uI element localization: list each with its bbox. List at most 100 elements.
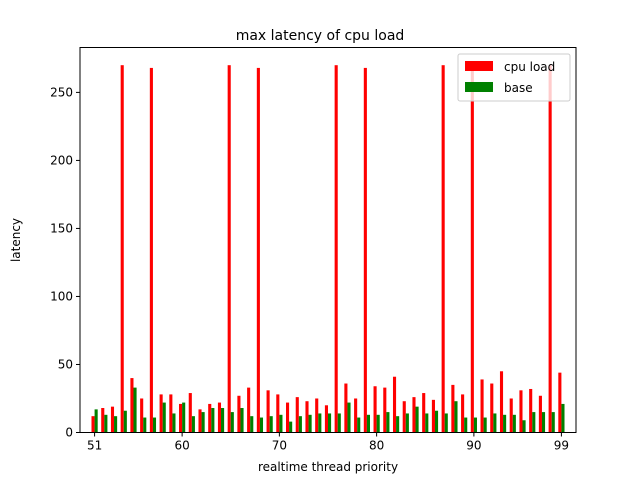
- x-tick-label: 60: [174, 439, 189, 453]
- bar-base-51: [94, 409, 98, 433]
- bar-cpu-load-57: [149, 67, 153, 433]
- bar-cpu-load-77: [344, 383, 348, 433]
- bar-base-94: [512, 414, 516, 433]
- bar-base-87: [444, 413, 448, 433]
- bar-base-95: [522, 420, 526, 433]
- bar-cpu-load-51: [91, 416, 95, 433]
- bar-cpu-load-94: [509, 398, 513, 433]
- bar-base-66: [240, 408, 244, 433]
- bar-base-88: [454, 401, 458, 433]
- bar-base-84: [415, 406, 419, 433]
- bar-base-74: [318, 413, 322, 433]
- bar-base-78: [357, 417, 361, 433]
- bar-base-93: [503, 414, 507, 433]
- x-axis-label: realtime thread priority: [258, 460, 398, 474]
- legend-label-base: base: [504, 81, 533, 95]
- legend: cpu load base: [457, 53, 571, 102]
- bar-cpu-load-72: [295, 397, 299, 433]
- bar-base-69: [269, 416, 273, 433]
- y-tick-label: 150: [50, 221, 73, 235]
- bar-cpu-load-55: [130, 378, 134, 433]
- x-tick-label: 70: [272, 439, 287, 453]
- bar-base-98: [551, 412, 555, 433]
- y-tick-label: 200: [50, 153, 73, 167]
- bar-cpu-load-90: [470, 67, 474, 433]
- bar-base-57: [152, 417, 157, 433]
- bar-base-72: [298, 416, 302, 433]
- bar-base-83: [405, 413, 409, 433]
- bar-cpu-load-79: [363, 67, 367, 433]
- bar-base-91: [483, 417, 487, 433]
- legend-label-cpu-load: cpu load: [504, 60, 555, 74]
- bar-base-86: [434, 410, 439, 433]
- bar-base-82: [396, 416, 400, 433]
- bar-cpu-load-87: [441, 65, 445, 433]
- bar-base-54: [123, 410, 127, 433]
- bar-cpu-load-71: [286, 402, 290, 433]
- bar-base-68: [259, 417, 264, 433]
- bar-cpu-load-53: [110, 406, 115, 433]
- x-tick-label: 51: [87, 439, 102, 453]
- bar-base-70: [279, 414, 283, 433]
- plot-area-frame: [79, 47, 577, 433]
- bar-base-96: [532, 412, 536, 433]
- bar-cpu-load-92: [490, 383, 494, 433]
- bar-base-58: [162, 402, 166, 433]
- y-tick-label: 250: [50, 85, 73, 99]
- y-tick-label: 0: [65, 426, 73, 440]
- x-tick-label: 80: [369, 439, 384, 453]
- x-tick-label: 99: [554, 439, 569, 453]
- bar-base-60: [182, 402, 186, 433]
- bar-cpu-load-65: [227, 65, 231, 433]
- bar-base-80: [376, 414, 380, 433]
- bar-cpu-load-74: [315, 398, 319, 433]
- bar-base-90: [473, 417, 477, 433]
- bar-base-71: [289, 421, 293, 433]
- bar-base-75: [328, 413, 332, 433]
- x-tick-label: 90: [466, 439, 481, 453]
- bar-cpu-load-88: [451, 384, 455, 433]
- y-tick-label: 100: [50, 289, 73, 303]
- bar-cpu-load-84: [412, 397, 416, 433]
- bar-cpu-load-98: [548, 65, 552, 433]
- bar-base-53: [114, 416, 118, 433]
- bar-base-56: [143, 417, 147, 433]
- bar-base-61: [191, 416, 195, 433]
- bar-base-79: [366, 414, 370, 433]
- bar-base-97: [541, 412, 546, 433]
- bar-cpu-load-93: [499, 371, 504, 433]
- bar-cpu-load-54: [120, 65, 124, 433]
- bar-cpu-load-96: [529, 388, 533, 433]
- bar-base-67: [250, 416, 254, 433]
- bar-cpu-load-56: [140, 398, 144, 433]
- bar-cpu-load-67: [247, 387, 251, 433]
- legend-swatch-base: [465, 82, 493, 92]
- bar-cpu-load-82: [392, 376, 397, 433]
- bar-cpu-load-58: [159, 394, 163, 433]
- bar-cpu-load-66: [237, 395, 241, 433]
- bar-cpu-load-91: [480, 379, 484, 433]
- bar-base-64: [221, 408, 225, 433]
- bar-base-85: [425, 413, 429, 433]
- bar-cpu-load-89: [461, 394, 465, 433]
- bar-cpu-load-85: [422, 393, 426, 433]
- bar-base-59: [172, 413, 176, 433]
- bar-base-63: [211, 408, 215, 433]
- bar-base-52: [104, 414, 108, 433]
- chart-title: max latency of cpu load: [236, 28, 405, 44]
- bar-base-76: [337, 413, 341, 433]
- bar-cpu-load-97: [538, 395, 542, 433]
- x-axis-ticks: 51 60 70 80 90 99: [87, 432, 569, 453]
- bar-base-77: [347, 402, 351, 433]
- y-axis-ticks: 0 50 100 150 200 250: [50, 85, 80, 440]
- legend-swatch-cpu-load: [465, 61, 493, 71]
- bar-cpu-load-60: [179, 403, 183, 433]
- bar-cpu-load-81: [383, 387, 387, 433]
- bar-base-81: [386, 412, 390, 433]
- bar-cpu-load-64: [217, 402, 222, 433]
- bar-base-89: [464, 417, 468, 433]
- bar-cpu-load-62: [198, 409, 202, 433]
- bar-cpu-load-70: [276, 394, 280, 433]
- bar-cpu-load-80: [373, 386, 377, 433]
